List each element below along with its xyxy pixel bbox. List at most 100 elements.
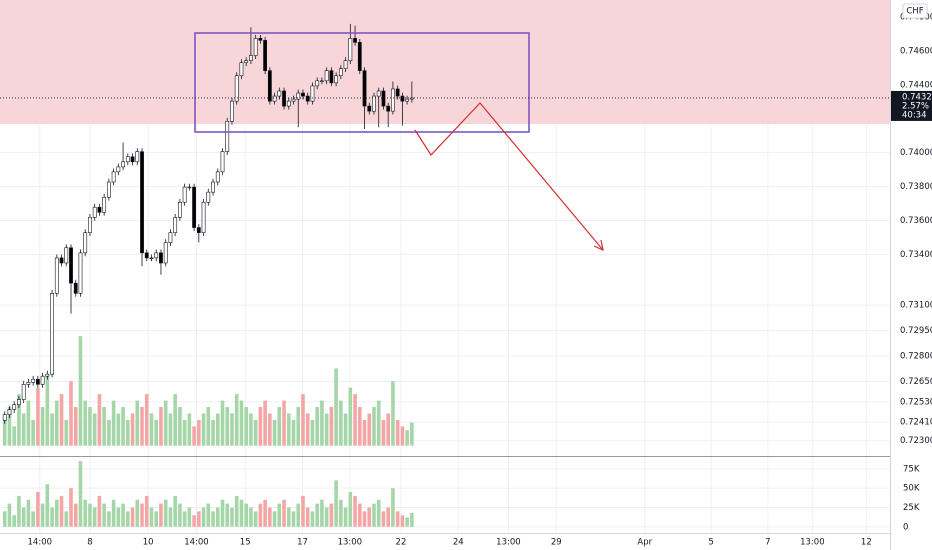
volume-bar	[26, 499, 31, 527]
candle-body	[45, 373, 50, 377]
volume-bar	[64, 419, 69, 446]
volume-bar	[149, 413, 154, 446]
volume-bar	[121, 407, 125, 446]
volume-bar	[405, 517, 409, 527]
x-tick-label: 22	[396, 538, 407, 548]
volume-bar	[97, 394, 102, 446]
volume-bar	[282, 499, 286, 527]
volume-bar	[187, 507, 192, 527]
volume-bar	[253, 419, 258, 446]
candle-body	[64, 247, 69, 264]
volume-bar	[310, 419, 315, 446]
volume-bar	[88, 503, 92, 527]
volume-bar	[410, 422, 414, 446]
volume-bar	[367, 507, 372, 527]
volume-overlay	[2, 336, 414, 446]
candle-body	[78, 252, 83, 294]
volume-bar	[45, 484, 50, 527]
x-tick-label: 13:00	[338, 538, 363, 548]
x-tick-label: 10	[143, 538, 154, 548]
volume-bar	[258, 503, 263, 527]
volume-bar	[12, 515, 17, 527]
volume-bar	[206, 407, 211, 446]
volume-bar	[2, 419, 7, 446]
volume-bar	[59, 495, 64, 527]
volume-bar	[163, 400, 168, 446]
candle-body	[35, 378, 40, 385]
y-tick-label: 0.74000	[900, 148, 932, 158]
volume-bar	[282, 400, 286, 446]
candle-body	[159, 252, 163, 264]
volume-bar	[50, 507, 54, 527]
volume-bar	[305, 413, 310, 446]
volume-bar	[40, 503, 45, 527]
volume-bar	[7, 407, 12, 446]
candle-body	[239, 62, 244, 77]
volume-bar	[45, 374, 50, 446]
volume-bar	[144, 394, 149, 446]
volume-bar	[310, 511, 315, 527]
candle-body	[73, 282, 78, 294]
volume-bar	[343, 413, 348, 446]
candle-body	[140, 151, 144, 254]
candle-body	[97, 206, 102, 213]
volume-bar	[197, 419, 201, 446]
volume-bar	[149, 507, 154, 527]
x-tick-label: 14:00	[184, 538, 209, 548]
volume-bar	[55, 499, 59, 527]
volume-bar	[291, 511, 296, 527]
candle-body	[116, 166, 121, 173]
candles	[2, 23, 414, 424]
volume-bar	[107, 511, 111, 527]
volume-bar	[83, 499, 88, 527]
volume-bar	[111, 499, 116, 527]
volume-bar	[391, 488, 395, 527]
volume-bar	[362, 511, 367, 527]
y-tick-label: 0.72410	[900, 418, 932, 428]
volume-bar	[400, 515, 405, 527]
candle-body	[59, 257, 64, 264]
candle-body	[31, 378, 36, 383]
candle-body	[405, 98, 410, 102]
candle-body	[206, 191, 211, 203]
volume-bar	[277, 503, 282, 527]
volume-bar	[286, 507, 291, 527]
x-tick-label: 29	[551, 538, 562, 548]
volume-bar	[130, 507, 135, 527]
volume-tick-label: 25K	[903, 503, 920, 513]
y-tick-label: 0.73600	[900, 216, 932, 226]
volume-bar	[315, 407, 319, 446]
volume-bar	[258, 407, 263, 446]
candle-body	[301, 92, 305, 97]
volume-bar	[211, 511, 215, 527]
y-tick-label: 0.72300	[900, 436, 932, 446]
volume-bar	[249, 413, 253, 446]
volume-bar	[339, 400, 343, 446]
volume-bar	[286, 413, 291, 446]
y-tick-label: 0.72950	[900, 326, 932, 336]
candle-body	[372, 95, 376, 112]
volume-bar	[7, 503, 12, 527]
x-tick-label: 13:00	[800, 538, 825, 548]
volume-bar	[50, 413, 54, 446]
y-tick-label: 0.73100	[900, 301, 932, 311]
candle-body	[201, 202, 206, 233]
volume-bar	[405, 430, 409, 446]
volume-bar	[277, 407, 282, 446]
volume-bar	[215, 507, 220, 527]
volume-bar	[12, 426, 17, 446]
candle-body	[249, 55, 253, 61]
volume-bar	[220, 400, 225, 446]
candle-body	[357, 42, 362, 71]
volume-bar	[410, 512, 414, 527]
x-tick-label: 13:00	[496, 538, 521, 548]
candle-body	[121, 161, 125, 168]
price-change: 2.57%	[902, 101, 929, 111]
volume-bar	[140, 503, 144, 527]
candle-body	[315, 80, 320, 87]
volume-bar	[362, 419, 367, 446]
candle-body	[177, 202, 182, 218]
bar-countdown: 40:34	[902, 110, 927, 120]
current-price: 0.74323	[902, 92, 932, 102]
y-tick-label: 0.72800	[900, 352, 932, 362]
